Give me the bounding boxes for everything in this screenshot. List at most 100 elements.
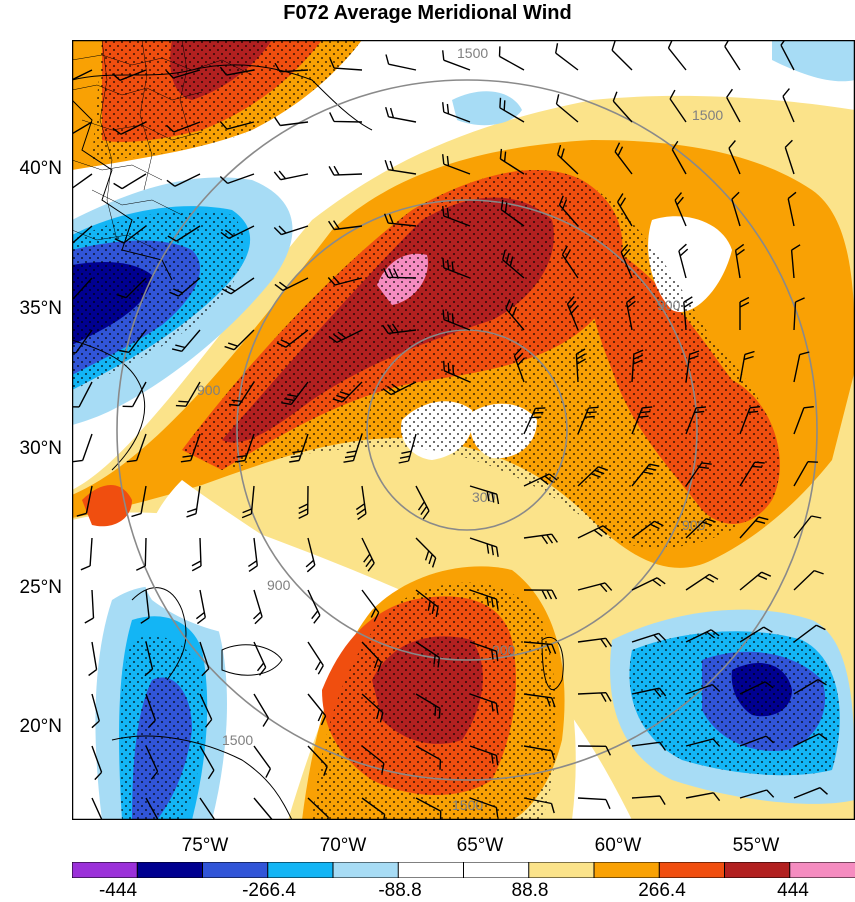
wind-barb [631, 406, 653, 435]
wind-barb [274, 277, 309, 292]
lon-label: 65°W [456, 835, 504, 856]
colorbar-label: -444 [98, 880, 138, 901]
wind-barb [383, 213, 417, 227]
colorbar [72, 862, 855, 878]
wind-barb [88, 641, 98, 677]
wind-barb [415, 589, 439, 618]
colorbar-swatch [72, 862, 139, 878]
wind-barb [442, 206, 471, 227]
lat-label: 25°N [19, 577, 62, 598]
map-panel[interactable]: 1500 1500 900 900 900 900 900 300 1500 1… [72, 40, 855, 820]
ring-label: 1500 [692, 107, 723, 123]
colorbar-swatch [267, 862, 334, 878]
wind-barb [793, 569, 824, 591]
colorbar-swatch [332, 862, 400, 878]
wind-barb [469, 797, 499, 818]
wind-barb [631, 795, 666, 805]
wind-barb [307, 745, 328, 777]
colorbar-label: 266.4 [638, 880, 686, 901]
wind-barb [671, 140, 687, 175]
wind-barb [385, 54, 417, 71]
wind-barb [499, 97, 525, 123]
wind-barb [787, 191, 797, 227]
wind-barb [469, 537, 499, 557]
wind-barb [616, 193, 633, 227]
wind-barb [669, 89, 687, 123]
wind-barb [248, 537, 258, 572]
wind-barb [739, 350, 755, 383]
wind-barb [307, 693, 327, 726]
wind-barb [219, 121, 255, 130]
wind-barb [685, 518, 716, 539]
lat-label: 35°N [19, 298, 62, 319]
ring-label: 1500 [452, 797, 483, 813]
wind-barb [566, 296, 579, 331]
wind-barb [273, 170, 309, 181]
wind-barb [523, 693, 556, 708]
wind-barb [558, 195, 579, 227]
wind-barb [253, 745, 272, 778]
wind-barb [328, 329, 363, 344]
wind-barb [793, 733, 828, 747]
wind-barb [382, 381, 417, 396]
wind-barb [165, 121, 201, 133]
wind-barb [685, 462, 712, 487]
wind-barb [631, 741, 667, 751]
wind-barb [442, 50, 471, 71]
wind-barb [145, 745, 159, 780]
wind-barb [790, 244, 801, 279]
ring-label: 900 [682, 517, 706, 533]
wind-barb [253, 797, 273, 820]
colorbar-swatch [463, 862, 530, 878]
wind-barb [126, 433, 147, 463]
wind-barb [498, 46, 525, 71]
wind-barb [332, 381, 363, 403]
wind-barb [734, 243, 745, 279]
wind-barb [140, 589, 150, 624]
wind-barb [793, 787, 828, 799]
wind-barb [793, 678, 827, 695]
wind-barb [175, 381, 201, 407]
wind-barb [555, 94, 579, 123]
wind-barb [469, 641, 499, 662]
wind-barb [113, 173, 147, 190]
wind-barb [793, 461, 818, 487]
wind-barb [577, 466, 609, 487]
lon-label: 70°W [319, 835, 367, 856]
ring-label: 1500 [457, 45, 488, 61]
colorbar-swatch [789, 862, 855, 878]
wind-barb [361, 693, 384, 723]
wind-barb [631, 520, 664, 539]
wind-barb [577, 745, 612, 756]
wind-barb [224, 329, 255, 351]
wind-barb [385, 107, 417, 123]
wind-barb [523, 533, 558, 545]
wind-barb [442, 102, 471, 123]
wind-barb [513, 347, 526, 383]
significance-stippling [72, 40, 840, 820]
wind-barb [221, 277, 255, 295]
wind-barb [307, 641, 324, 675]
colorbar-swatch [593, 862, 661, 878]
wind-barb [685, 573, 719, 591]
wind-barb [685, 738, 721, 747]
range-rings [116, 79, 818, 781]
wind-barb [274, 62, 309, 73]
lon-label: 75°W [181, 835, 229, 856]
colorbar-swatch [397, 862, 465, 878]
wind-barb [678, 243, 689, 279]
colorbar-label: -88.8 [378, 880, 422, 901]
wind-barb [72, 329, 93, 354]
wind-barb [625, 295, 636, 331]
wind-barbs [72, 40, 828, 820]
lat-label: 40°N [19, 158, 62, 179]
wind-barb [91, 745, 103, 781]
wind-barb [72, 69, 93, 81]
wind-barb [72, 277, 93, 300]
wind-barb [199, 797, 216, 820]
wind-barb [220, 225, 255, 240]
wind-barb [577, 692, 612, 702]
wind-barb [469, 485, 500, 505]
ring-label: 900 [492, 642, 516, 658]
wind-barb [328, 165, 363, 176]
